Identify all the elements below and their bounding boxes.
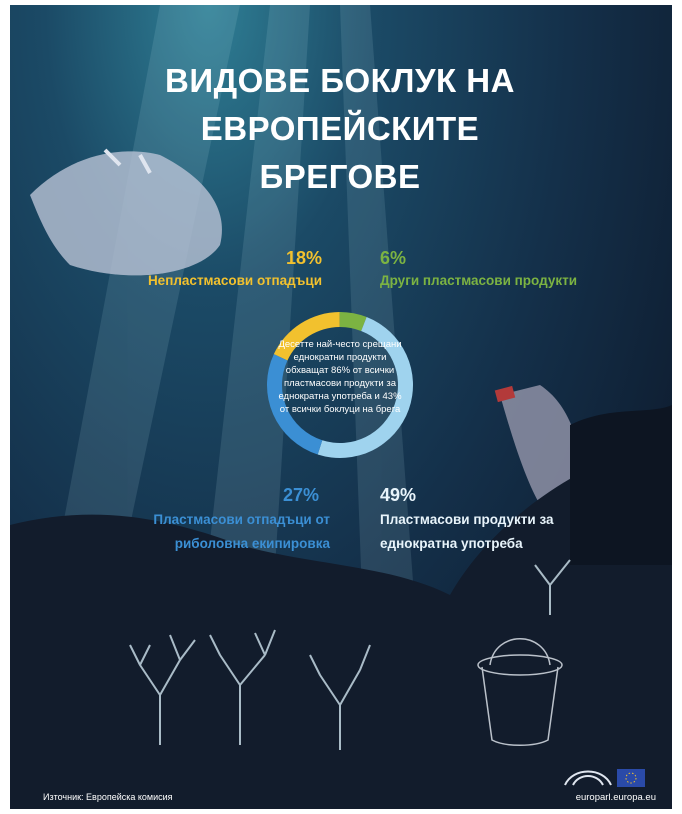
value-label: 27% <box>283 485 320 505</box>
donut-chart <box>267 312 413 458</box>
donut-slice <box>273 312 340 361</box>
category-label: Пластмасови отпадъци от риболовна екипир… <box>153 512 330 551</box>
source: Източник: Европейска комисия <box>43 792 173 802</box>
title: ВИДОВЕ БОКЛУК НА ЕВРОПЕЙСКИТЕ БРЕГОВЕ <box>165 62 515 195</box>
infographic: ВИДОВЕ БОКЛУК НА ЕВРОПЕЙСКИТЕ БРЕГОВЕ Де… <box>10 5 672 809</box>
category-label: Пластмасови продукти за еднократна употр… <box>380 512 554 551</box>
donut-slice <box>339 312 367 331</box>
value-label: 18% <box>285 248 322 268</box>
category-label: Други пластмасови продукти <box>380 273 578 288</box>
site-url: europarl.europa.eu <box>575 792 656 803</box>
category-label: Непластмасови отпадъци <box>147 273 322 288</box>
donut-slice <box>317 317 413 458</box>
value-label: 49% <box>380 485 417 505</box>
center-note: Десетте най-често срещани еднократни про… <box>278 339 402 415</box>
ep-logo <box>564 769 645 787</box>
value-label: 6% <box>380 248 407 268</box>
donut-slice <box>267 354 323 455</box>
background-art <box>10 5 672 809</box>
